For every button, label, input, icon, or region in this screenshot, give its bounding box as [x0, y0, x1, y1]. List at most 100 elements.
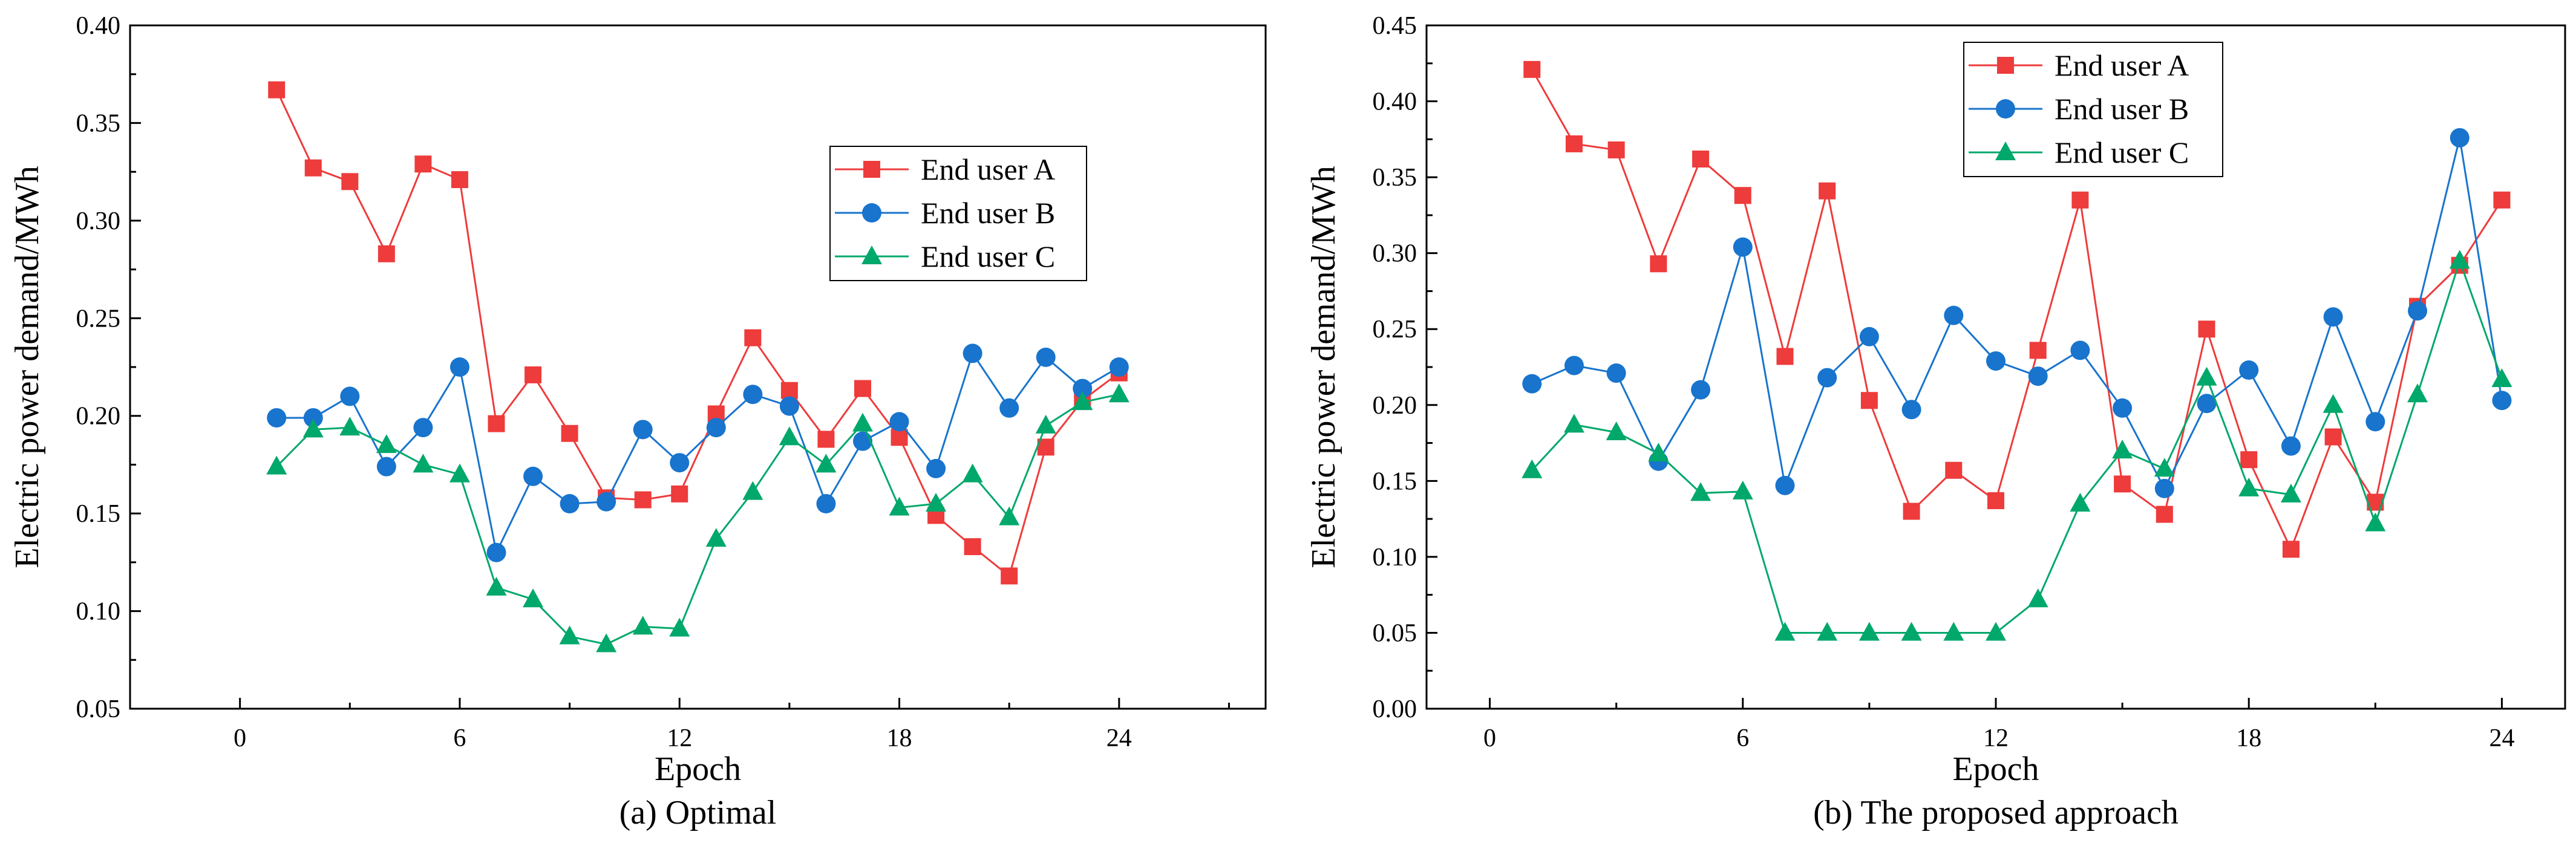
legend-label: End user A: [921, 152, 1055, 186]
y-tick-label: 0.35: [1373, 164, 1417, 192]
data-point: [705, 528, 727, 547]
data-point: [2491, 368, 2512, 388]
data-point: [1858, 622, 1880, 641]
y-tick-label: 0.05: [1373, 619, 1417, 647]
x-tick-label: 0: [1483, 724, 1496, 752]
data-point: [2408, 301, 2428, 321]
data-point: [2071, 191, 2089, 209]
data-point: [304, 159, 322, 177]
legend-label: End user C: [2055, 135, 2189, 169]
data-point: [523, 466, 543, 486]
data-point: [780, 382, 798, 399]
x-tick-label: 24: [2489, 724, 2514, 752]
data-point: [1563, 414, 1584, 433]
data-point: [891, 429, 908, 446]
series-end-user-b: [1522, 128, 2512, 498]
data-point: [378, 245, 395, 262]
data-point: [1943, 622, 1964, 641]
data-point: [1987, 492, 2004, 509]
data-point: [1859, 327, 1879, 346]
data-point: [1035, 414, 1056, 434]
data-point: [302, 418, 324, 438]
legend-label: End user B: [2055, 92, 2189, 126]
data-point: [1108, 383, 1129, 403]
series-line: [1531, 137, 2503, 491]
data-point: [2365, 412, 2385, 432]
data-point: [889, 496, 910, 516]
data-point: [268, 81, 286, 99]
y-axis-title: Electric power demand/MWh: [8, 166, 46, 568]
data-point: [2493, 191, 2511, 209]
data-point: [2196, 366, 2217, 386]
data-point: [267, 408, 287, 428]
y-tick-label: 0.40: [76, 12, 121, 40]
data-point: [1775, 475, 1795, 495]
data-point: [2114, 475, 2131, 493]
data-point: [816, 494, 836, 513]
data-point: [1690, 482, 1711, 501]
series-line: [1531, 258, 2503, 634]
chart-caption: (b) The proposed approach: [1813, 794, 2179, 831]
y-tick-label: 0.35: [76, 109, 121, 137]
data-point: [816, 454, 837, 473]
y-tick-label: 0.10: [1373, 544, 1417, 571]
y-axis-title: Electric power demand/MWh: [1305, 166, 1342, 568]
data-point: [926, 493, 947, 512]
data-point: [670, 453, 690, 473]
y-tick-label: 0.25: [76, 305, 121, 333]
data-point: [2028, 366, 2048, 386]
data-point: [1986, 351, 2006, 371]
data-point: [779, 396, 799, 416]
legend-label: End user B: [921, 196, 1055, 230]
data-point: [2070, 493, 2091, 512]
data-point: [889, 412, 909, 432]
plot-frame: [129, 24, 1267, 710]
data-point: [999, 398, 1019, 418]
y-tick-label: 0.15: [76, 500, 121, 528]
data-point: [671, 485, 688, 503]
chart-a: 0.05 0.10 0.15 0.20 0.25 0.30 0.35 0.40 0 6 12 18 24…: [8, 12, 1267, 831]
data-point: [1817, 368, 1837, 388]
data-point: [266, 455, 287, 475]
data-point: [2070, 340, 2090, 360]
data-point: [2029, 342, 2047, 359]
data-point: [1817, 622, 1838, 641]
data-point: [2450, 128, 2470, 148]
data-point: [2238, 477, 2260, 496]
y-tick-label: 0.20: [76, 403, 121, 431]
data-point: [1732, 480, 1753, 499]
series-end-user-b: [267, 343, 1129, 562]
y-tick-label: 0.05: [76, 695, 121, 723]
data-point: [962, 463, 983, 483]
data-point: [1734, 187, 1751, 204]
data-point: [999, 506, 1020, 525]
series-line: [1531, 69, 2503, 552]
data-point: [1522, 459, 1543, 478]
data-point: [2156, 506, 2173, 523]
data-point: [523, 588, 544, 608]
data-point: [1109, 357, 1129, 377]
data-point: [2154, 458, 2175, 477]
data-point: [1648, 443, 1669, 462]
y-tick-label: 0.20: [1373, 392, 1417, 420]
data-point: [376, 457, 396, 477]
data-point: [1860, 392, 1878, 409]
data-point: [2198, 320, 2215, 338]
data-point: [2154, 478, 2174, 498]
chart-b: 0.00 0.05 0.10 0.15 0.20 0.25 0.30 0.35 0.40 0.45…: [1305, 12, 2566, 831]
data-point: [1522, 374, 1542, 394]
legend: End user A End user B End user C: [829, 146, 1087, 281]
data-point: [2197, 394, 2217, 414]
data-point: [817, 431, 835, 448]
data-point: [449, 463, 470, 483]
data-point: [743, 385, 763, 405]
legend-marker: [1995, 142, 2016, 160]
data-point: [2323, 307, 2343, 327]
data-point: [488, 415, 505, 432]
data-point: [2282, 541, 2300, 558]
x-axis-title: Epoch: [655, 750, 741, 788]
data-point: [1903, 503, 1920, 520]
chart-caption: (a) Optimal: [619, 794, 777, 831]
legend-marker: [1997, 57, 2014, 74]
